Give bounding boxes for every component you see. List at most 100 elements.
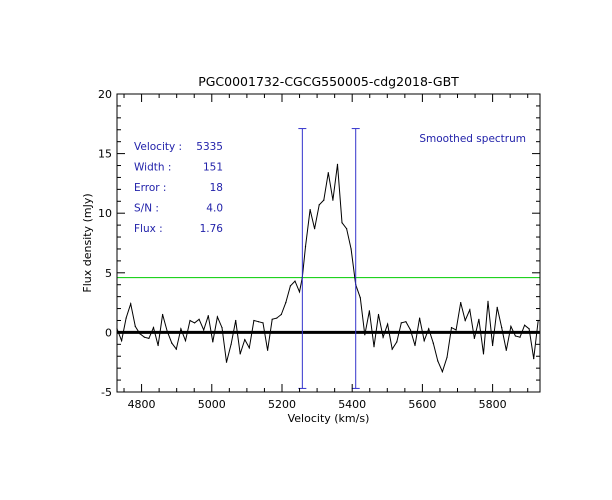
x-tick-label: 5400 xyxy=(338,398,366,411)
spectrum-point xyxy=(341,222,343,224)
spectrum-point xyxy=(216,316,218,318)
spectrum-point xyxy=(450,327,453,329)
spectrum-point xyxy=(478,318,480,320)
spectrum-point xyxy=(148,337,150,339)
spectrum-point xyxy=(364,334,366,336)
spectrum-point xyxy=(157,344,159,347)
spectrum-point xyxy=(350,248,352,250)
spectrum-point xyxy=(198,318,200,320)
spectrum-point xyxy=(189,319,191,322)
stat-label: Flux : xyxy=(134,223,163,235)
spectrum-point xyxy=(171,342,173,344)
spectrum-point xyxy=(121,340,123,342)
spectrum-point xyxy=(152,327,155,329)
spectrum-point xyxy=(373,346,375,348)
x-tick-label: 5200 xyxy=(268,398,296,411)
spectrum-point xyxy=(130,303,132,305)
spectrum-point xyxy=(460,302,462,304)
spectrum-point xyxy=(346,228,348,230)
stat-label: Width : xyxy=(134,162,171,174)
spectrum-point xyxy=(139,333,141,335)
spectrum-point xyxy=(294,280,296,282)
spectrum-point xyxy=(482,353,485,355)
spectrum-point xyxy=(391,348,393,350)
spectrum-point xyxy=(533,358,535,360)
spectrum-point xyxy=(396,341,398,343)
chart-title: PGC0001732-CGCG550005-cdg2018-GBT xyxy=(198,74,459,89)
spectrum-point xyxy=(143,336,145,338)
spectrum-point xyxy=(285,302,287,304)
stat-value: 5335 xyxy=(196,141,223,153)
spectrum-point xyxy=(336,163,339,165)
spectrum-point xyxy=(510,325,512,327)
spectrum-point xyxy=(162,313,164,316)
y-tick-label: -5 xyxy=(101,386,112,399)
x-tick-label: 5800 xyxy=(479,398,507,411)
spectrum-point xyxy=(207,315,209,317)
spectrum-point xyxy=(428,328,430,330)
spectrum-point xyxy=(464,319,466,322)
spectrum-point xyxy=(446,356,448,358)
spectrum-point xyxy=(175,348,177,350)
spectrum-point xyxy=(166,330,168,332)
spectrum-point xyxy=(405,321,407,323)
spectrum-point xyxy=(253,319,255,322)
spectrum-point xyxy=(180,328,182,330)
spectrum-point xyxy=(368,310,370,312)
spectrum-point xyxy=(257,321,260,323)
spectrum-point xyxy=(134,325,136,327)
spectrum-point xyxy=(492,344,494,347)
spectrum-point xyxy=(414,344,416,347)
y-axis-label: Flux density (mJy) xyxy=(81,193,94,292)
spectrum-point xyxy=(276,317,278,319)
y-tick-label: 0 xyxy=(105,326,112,339)
spectrum-point xyxy=(455,329,457,331)
spectrum-point xyxy=(400,322,402,324)
plot-frame xyxy=(116,93,541,393)
y-tick-label: 10 xyxy=(98,207,112,220)
x-tick-label: 4800 xyxy=(128,398,156,411)
spectrum-point xyxy=(519,336,521,338)
y-tick-label: 15 xyxy=(98,148,112,161)
spectrum-point xyxy=(514,335,517,337)
spectrum-point xyxy=(203,329,205,331)
spectrum-point xyxy=(212,341,214,343)
spectrum-point xyxy=(473,337,475,339)
spectrum-point xyxy=(244,339,246,341)
x-tick-label: 5600 xyxy=(408,398,436,411)
spectrum-point xyxy=(318,204,320,206)
spectrum-point xyxy=(323,199,325,201)
spectrum-point xyxy=(280,313,282,316)
spectrum-point xyxy=(221,327,223,329)
spectrum-point xyxy=(423,340,425,342)
spectrum-point xyxy=(487,300,489,302)
stat-label: Error : xyxy=(134,182,166,194)
stat-value: 4.0 xyxy=(206,203,223,215)
spectrum-point xyxy=(262,322,264,324)
spectrum-point xyxy=(496,306,498,308)
x-tick-label: 5000 xyxy=(198,398,226,411)
stat-value: 151 xyxy=(203,162,223,174)
spectrum-point xyxy=(304,246,307,248)
spectrum-point xyxy=(298,291,301,293)
spectrum-point xyxy=(225,361,228,363)
spectrum-point xyxy=(267,349,269,351)
spectrum-point xyxy=(409,329,412,331)
spectrum-point xyxy=(419,317,421,319)
stat-label: Velocity : xyxy=(134,141,182,153)
spectrum-point xyxy=(230,343,232,345)
x-axis-label: Velocity (km/s) xyxy=(288,412,370,425)
spectrum-point xyxy=(505,349,507,351)
spectrum-line xyxy=(116,164,539,374)
spectrum-point xyxy=(235,319,237,322)
y-tick-label: 20 xyxy=(98,88,112,101)
spectrum-point xyxy=(314,228,316,230)
spectrum-point xyxy=(271,318,273,320)
spectrum-point xyxy=(125,317,127,319)
y-tick-label: 5 xyxy=(105,267,112,280)
spectrum-point xyxy=(528,328,530,330)
spectrum-point xyxy=(432,342,434,344)
spectrum-point xyxy=(194,322,196,324)
